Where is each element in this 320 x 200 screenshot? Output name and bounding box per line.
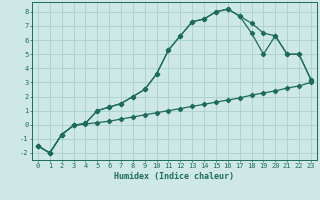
X-axis label: Humidex (Indice chaleur): Humidex (Indice chaleur) <box>115 172 234 181</box>
